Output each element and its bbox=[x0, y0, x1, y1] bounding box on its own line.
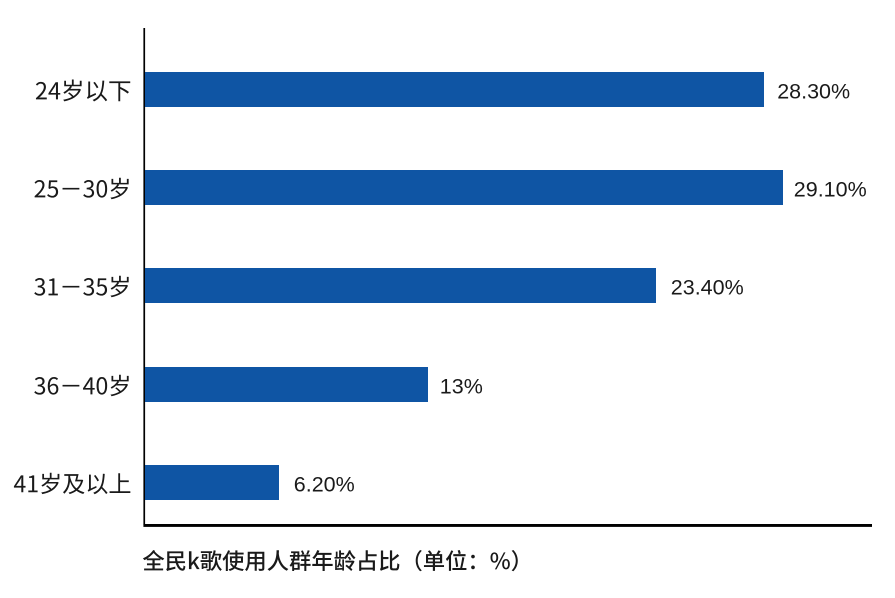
svg-text:29.10%: 29.10% bbox=[794, 178, 867, 202]
svg-text:28.30%: 28.30% bbox=[777, 80, 850, 104]
svg-text:23.40%: 23.40% bbox=[671, 276, 744, 300]
svg-text:6.20%: 6.20% bbox=[294, 473, 355, 497]
svg-text:13%: 13% bbox=[440, 375, 483, 399]
